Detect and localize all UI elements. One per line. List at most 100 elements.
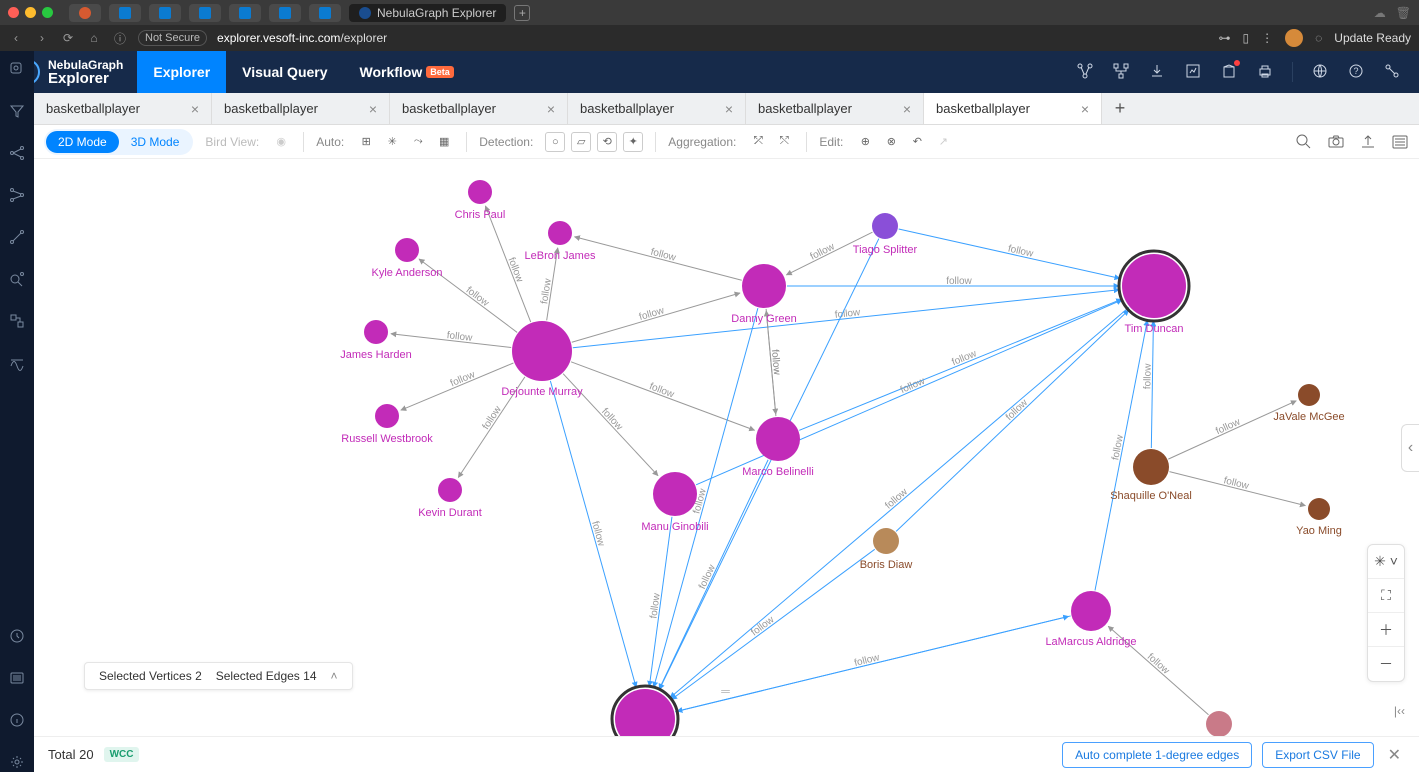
nav-explorer[interactable]: Explorer [137,51,226,93]
list-view-icon[interactable] [1391,133,1409,151]
notifications-icon[interactable] [1220,62,1238,80]
rail-subgraph-icon[interactable] [7,311,27,331]
graph-node[interactable] [468,180,492,204]
graph-node[interactable] [756,417,800,461]
rail-search-icon[interactable] [7,59,27,79]
nav-back-button[interactable]: ‹ [8,30,24,46]
graph-node[interactable] [438,478,462,502]
layout-radial-icon[interactable]: ✳ [382,132,402,152]
graph-node[interactable] [512,321,572,381]
selection-bar[interactable]: Selected Vertices 2 Selected Edges 14 ˄ [84,662,353,690]
close-tab-icon[interactable]: × [1081,101,1089,117]
graph-node[interactable] [873,528,899,554]
birdview-toggle[interactable]: ◉ [271,132,291,152]
export-csv-button[interactable]: Export CSV File [1262,742,1373,768]
window-controls[interactable] [8,7,53,18]
pinned-tab[interactable] [269,4,301,22]
graph-node[interactable] [364,320,388,344]
nav-reload-button[interactable]: ⟳ [60,30,76,46]
add-tab-button[interactable]: + [1102,93,1138,124]
edit-add-icon[interactable]: ⊕ [855,132,875,152]
rail-inspect-icon[interactable] [7,269,27,289]
drag-handle-icon[interactable]: ═ [721,684,732,698]
update-ready-label[interactable]: Update Ready [1334,31,1411,45]
rail-settings-icon[interactable] [7,752,27,772]
layout-grid-icon[interactable]: ▦ [434,132,454,152]
close-tab-icon[interactable]: × [903,101,911,117]
print-icon[interactable] [1256,62,1274,80]
detect-circle-icon[interactable]: ○ [545,132,565,152]
graph-node[interactable] [615,689,675,736]
cloud-icon[interactable]: ☁ [1374,6,1386,20]
doc-tab[interactable]: basketballplayer× [924,93,1102,124]
nav-forward-button[interactable]: › [34,30,50,46]
graph-edge[interactable] [675,616,1069,711]
graph-node[interactable] [742,264,786,308]
footer-close-button[interactable]: ✕ [1384,745,1405,765]
help-icon[interactable]: ? [1347,62,1365,80]
schema-icon[interactable] [1076,62,1094,80]
layout-menu-button[interactable]: ✳ ˅ [1368,545,1404,579]
tree-icon[interactable] [1112,62,1130,80]
rail-share-icon[interactable] [7,185,27,205]
layout-dagre-icon[interactable]: ⤳ [408,132,428,152]
detect-cluster-icon[interactable]: ✦ [623,132,643,152]
pinned-tab[interactable] [189,4,221,22]
side-panel-toggle[interactable]: ‹ [1401,424,1419,472]
zoom-in-button[interactable]: ＋ [1368,613,1404,647]
language-icon[interactable] [1311,62,1329,80]
key-icon[interactable]: ⊶ [1219,31,1231,45]
download-icon[interactable] [1148,62,1166,80]
graph-node[interactable] [872,213,898,239]
zoom-out-button[interactable]: － [1368,647,1404,681]
nav-workflow[interactable]: WorkflowBeta [344,51,470,93]
rail-expand-icon[interactable] [7,143,27,163]
new-tab-button[interactable]: + [514,5,530,21]
doc-tab[interactable]: basketballplayer× [390,93,568,124]
close-tab-icon[interactable]: × [191,101,199,117]
rail-info-icon[interactable] [7,710,27,730]
pinned-tab[interactable] [69,4,101,22]
graph-canvas[interactable]: followfollowfollowfollowfollowfollowfoll… [34,159,1419,736]
rail-history-icon[interactable] [7,626,27,646]
pagination-skip[interactable]: |‹‹ [1394,704,1405,718]
snapshot-icon[interactable] [1184,62,1202,80]
disaggregate-icon[interactable]: ⤲ [774,132,794,152]
mode-3d-button[interactable]: 3D Mode [119,131,192,153]
graph-node[interactable] [1071,591,1111,631]
avatar-icon[interactable] [1285,29,1303,47]
aggregate-icon[interactable]: ⤱ [748,132,768,152]
graph-node[interactable] [1133,449,1169,485]
rail-list-icon[interactable] [7,668,27,688]
graph-node[interactable] [1206,711,1232,736]
detect-square-icon[interactable]: ▱ [571,132,591,152]
layout-force-icon[interactable]: ⊞ [356,132,376,152]
bookmark-icon[interactable]: ▯ [1243,31,1250,45]
security-badge[interactable]: Not Secure [138,30,207,46]
close-tab-icon[interactable]: × [547,101,555,117]
maximize-window-icon[interactable] [42,7,53,18]
close-tab-icon[interactable]: × [725,101,733,117]
url-text[interactable]: explorer.vesoft-inc.com/explorer [217,31,387,45]
close-window-icon[interactable] [8,7,19,18]
extensions-icon[interactable]: ⋮ [1261,31,1273,45]
detect-loop-icon[interactable]: ⟲ [597,132,617,152]
graph-node[interactable] [375,404,399,428]
site-info-icon[interactable]: ⓘ [112,30,128,46]
doc-tab[interactable]: basketballplayer× [34,93,212,124]
camera-icon[interactable] [1327,133,1345,151]
graph-node[interactable] [1298,384,1320,406]
trash-icon[interactable]: 🗑 [1396,6,1411,20]
graph-node[interactable] [548,221,572,245]
doc-tab[interactable]: basketballplayer× [746,93,924,124]
fit-view-button[interactable]: ⛶ [1368,579,1404,613]
redo-icon[interactable]: ↗ [933,132,953,152]
nav-visual-query[interactable]: Visual Query [226,51,343,93]
mode-2d-button[interactable]: 2D Mode [46,131,119,153]
nav-home-button[interactable]: ⌂ [86,30,102,46]
minimize-window-icon[interactable] [25,7,36,18]
rail-algorithm-icon[interactable] [7,353,27,373]
pinned-tab[interactable] [109,4,141,22]
graph-node[interactable] [1122,254,1186,318]
undo-icon[interactable]: ↶ [907,132,927,152]
